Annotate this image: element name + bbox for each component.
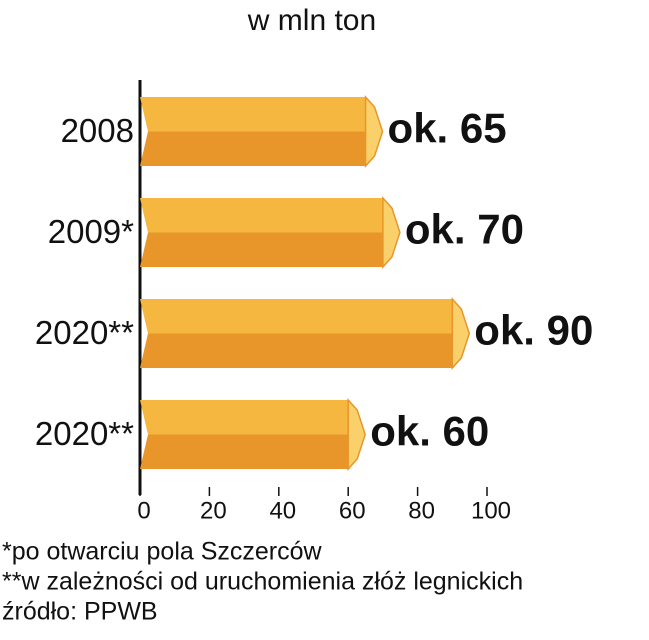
bar-bottom — [140, 333, 453, 368]
category-label: 2020** — [35, 314, 134, 351]
footnote: *po otwarciu pola Szczerców — [2, 538, 323, 566]
x-tick-label: 100 — [471, 497, 511, 524]
bar — [140, 95, 384, 168]
bar-bottom — [140, 232, 383, 267]
value-label: ok. 70 — [405, 206, 524, 253]
category-label: 2008 — [61, 112, 134, 149]
bar-bottom — [140, 434, 349, 469]
bar-top — [140, 97, 366, 132]
bar — [140, 196, 401, 269]
bar-top — [140, 299, 453, 334]
value-label: ok. 65 — [388, 105, 507, 152]
x-tick-label: 0 — [137, 497, 150, 524]
bar-top — [140, 198, 383, 233]
bar-cap — [364, 95, 384, 168]
footnote: źródło: PPWB — [2, 598, 158, 626]
bar-top — [140, 400, 349, 435]
bar — [140, 297, 471, 370]
x-tick-label: 60 — [339, 497, 366, 524]
bar-cap — [347, 398, 366, 471]
x-tick-label: 40 — [269, 497, 296, 524]
category-label: 2009* — [48, 213, 134, 250]
chart-title: w mln ton — [247, 4, 376, 37]
bar — [140, 398, 366, 471]
bar-cap — [382, 196, 401, 269]
value-label: ok. 60 — [370, 408, 489, 455]
value-label: ok. 90 — [474, 307, 593, 354]
x-tick-label: 20 — [200, 497, 227, 524]
category-label: 2020** — [35, 415, 134, 452]
footnote: **w zależności od uruchomienia złóż legn… — [2, 568, 523, 596]
bar-cap — [451, 297, 471, 370]
bar-bottom — [140, 131, 366, 166]
x-tick-label: 80 — [408, 497, 435, 524]
